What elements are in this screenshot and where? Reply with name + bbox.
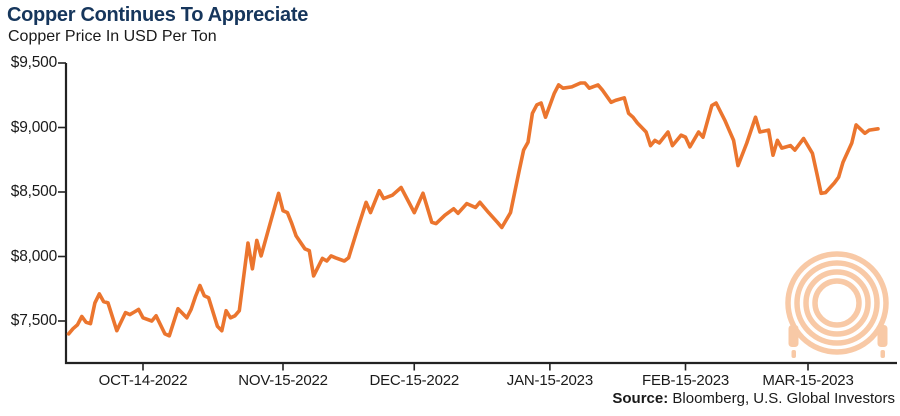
y-tick-label: $7,500	[10, 312, 57, 329]
y-tick-label: $9,500	[10, 54, 57, 71]
coiled-cable-watermark-icon	[785, 251, 889, 355]
page-title: Copper Continues To Appreciate	[7, 4, 309, 26]
cable-tip-right	[880, 350, 885, 358]
coiled-cable-watermark-icon	[812, 278, 862, 328]
x-tick-label: FEB-15-2023	[641, 372, 730, 389]
y-tick-label: $8,500	[10, 183, 57, 200]
x-tick-label: OCT-14-2022	[98, 372, 188, 389]
coiled-cable-watermark-icon	[803, 269, 871, 337]
source-credit: Source: Bloomberg, U.S. Global Investors	[612, 390, 895, 407]
x-tick-label: DEC-15-2022	[369, 372, 459, 389]
x-tick-label: MAR-15-2023	[762, 372, 854, 389]
y-tick-label: $8,000	[10, 247, 57, 265]
cable-plug-right	[877, 325, 888, 347]
price-line	[66, 81, 880, 338]
y-tick-label: $9,000	[10, 118, 57, 136]
chart-subtitle: Copper Price In USD Per Ton	[8, 28, 217, 45]
x-tick-label: JAN-15-2023	[506, 372, 593, 389]
source-text: Bloomberg, U.S. Global Investors	[668, 390, 895, 407]
cable-tip-left	[791, 350, 796, 358]
cable-plug-left	[788, 325, 799, 347]
axis-lines	[64, 63, 897, 365]
x-tick-label: NOV-15-2022	[238, 372, 328, 389]
coiled-cable-watermark-icon	[794, 260, 880, 346]
source-label: Source:	[612, 390, 669, 407]
